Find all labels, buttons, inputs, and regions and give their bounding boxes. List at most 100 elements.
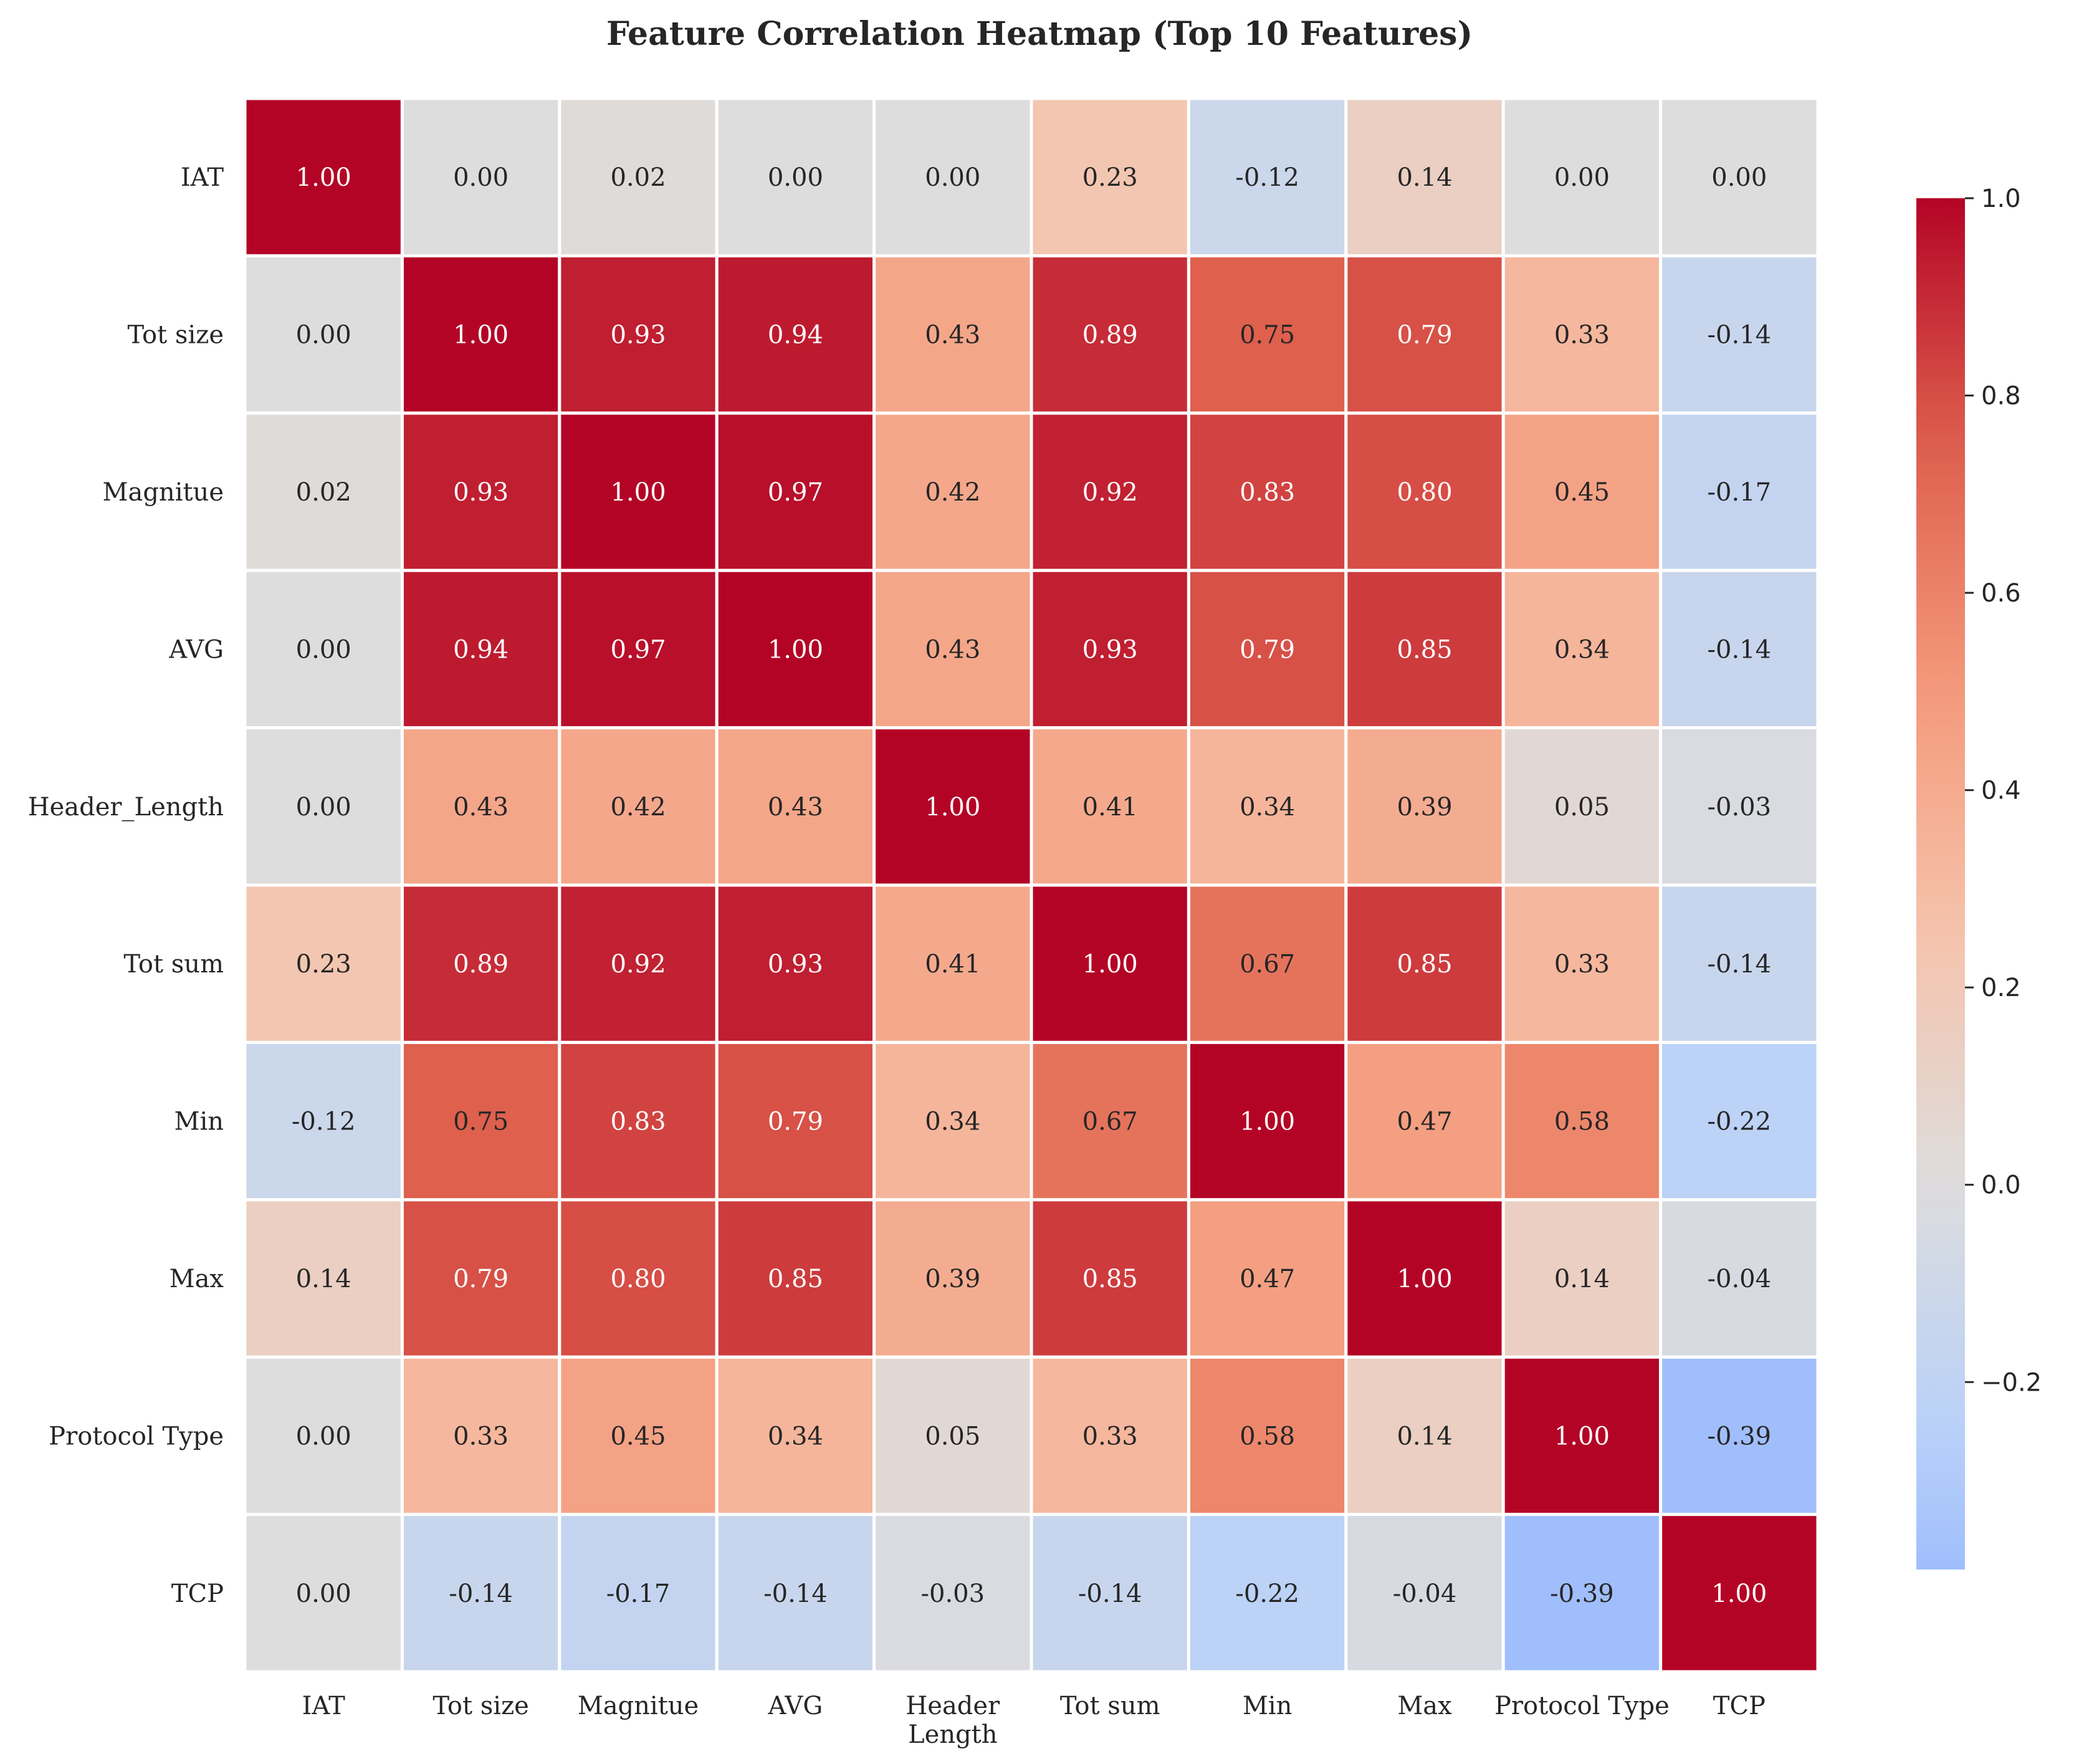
cell-value-label: -0.12 (1235, 163, 1299, 192)
heatmap-cell (400, 97, 562, 257)
heatmap-cell (1030, 568, 1190, 730)
row-tick-label: AVG (168, 635, 224, 664)
cell-value-label: 0.43 (925, 635, 980, 664)
cell-value-label: 0.79 (1397, 321, 1452, 350)
column-tick-label: IAT (302, 1692, 346, 1720)
cell-value-label: 1.00 (1083, 950, 1138, 979)
cell-value-label: 1.00 (768, 635, 823, 664)
cell-value-label: -0.03 (921, 1579, 985, 1608)
cell-value-label: 0.89 (453, 950, 509, 979)
cell-value-label: 0.33 (453, 1422, 509, 1450)
cell-value-label: 0.75 (453, 1108, 509, 1136)
heatmap-cell (1187, 1355, 1348, 1517)
cell-value-label: 0.00 (1711, 163, 1767, 192)
cell-value-label: 0.43 (925, 321, 980, 350)
heatmap-cell (558, 411, 719, 572)
heatmap-cell (1501, 411, 1663, 572)
heatmap-cell (1501, 726, 1663, 887)
row-tick-label: Max (170, 1265, 224, 1293)
column-tick-label: AVG (768, 1692, 823, 1720)
heatmap-cell (1501, 1355, 1663, 1517)
cell-value-label: -0.17 (1708, 478, 1772, 507)
row-tick-label: Magnitue (103, 478, 224, 507)
cell-value-label: 0.23 (1083, 163, 1138, 192)
heatmap-cell (1030, 97, 1190, 257)
cell-value-label: 0.97 (768, 478, 823, 507)
cell-value-label: 0.00 (296, 321, 351, 350)
cell-value-label: 0.67 (1083, 1108, 1138, 1136)
cell-value-label: 0.00 (296, 793, 351, 822)
heatmap-cell (1030, 726, 1190, 887)
cell-value-label: 0.93 (768, 950, 823, 979)
cell-value-label: 0.47 (1240, 1265, 1295, 1293)
column-tick-label: Header Length (906, 1692, 1000, 1749)
column-tick-label: Min (1243, 1692, 1293, 1720)
cell-value-label: 0.79 (768, 1108, 823, 1136)
heatmap-cell (1187, 568, 1348, 730)
heatmap-cell (1501, 254, 1663, 415)
heatmap-cell (715, 883, 876, 1044)
cell-value-label: 0.94 (768, 321, 823, 350)
cell-value-label: 0.33 (1554, 321, 1610, 350)
heatmap-cell (1030, 1198, 1190, 1359)
cell-value-label: 0.45 (1554, 478, 1610, 507)
heatmap-cell (872, 1355, 1033, 1517)
cell-value-label: 1.00 (610, 478, 666, 507)
cell-value-label: 0.41 (1083, 793, 1138, 822)
cell-value-label: 0.94 (453, 635, 509, 664)
colorbar: 1.0 0.8 0.6 0.4 0.2 0.0 −0.2 (1916, 185, 2042, 1570)
cell-value-label: 0.41 (925, 950, 980, 979)
heatmap-cell (1344, 1040, 1505, 1202)
cell-value-label: -0.14 (763, 1579, 828, 1608)
cell-value-label: 0.58 (1554, 1108, 1610, 1136)
heatmap-cell (1501, 1513, 1663, 1674)
cell-value-label: 0.58 (1240, 1422, 1295, 1450)
cell-value-label: 0.05 (1554, 793, 1610, 822)
cell-value-label: 0.92 (1083, 478, 1138, 507)
heatmap-cell (558, 1198, 719, 1359)
colorbar-tick-label: 0.8 (1981, 382, 2021, 411)
heatmap-cell (1030, 883, 1190, 1044)
heatmap-cell (243, 1513, 404, 1674)
heatmap-cell (1344, 254, 1505, 415)
heatmap-cell (400, 254, 562, 415)
colorbar-tick-label: −0.2 (1981, 1368, 2042, 1397)
row-tick-labels: IAT Tot size Magnitue AVG Header_Length Tot s… (28, 163, 224, 1608)
heatmap-cell (558, 1513, 719, 1674)
cell-value-label: -0.14 (1078, 1579, 1142, 1608)
heatmap-cell (1659, 1513, 1820, 1674)
cell-value-label: 0.39 (1397, 793, 1452, 822)
heatmap-cell (1030, 1513, 1190, 1674)
cell-value-label: -0.14 (449, 1579, 513, 1608)
cell-value-label: 0.85 (1397, 950, 1452, 979)
heatmap-cell (715, 1040, 876, 1202)
cell-value-label: 0.33 (1083, 1422, 1138, 1450)
cell-value-label: 0.80 (1397, 478, 1452, 507)
cell-value-label: 0.00 (768, 163, 823, 192)
heatmap-cell (400, 1355, 562, 1517)
heatmap-cell (1344, 411, 1505, 572)
heatmap-cell (715, 254, 876, 415)
cell-value-label: 0.14 (296, 1265, 351, 1293)
cell-value-label: 1.00 (1240, 1108, 1295, 1136)
colorbar-tick-label: 0.4 (1981, 777, 2021, 805)
cell-value-label: 0.75 (1240, 321, 1295, 350)
heatmap-cell (1659, 411, 1820, 572)
heatmap-cell (400, 411, 562, 572)
cell-value-label: -0.04 (1708, 1265, 1772, 1293)
cell-value-label: -0.03 (1708, 793, 1772, 822)
heatmap-cell (1659, 97, 1820, 257)
cell-value-label: 0.33 (1554, 950, 1610, 979)
heatmap-cell (243, 568, 404, 730)
column-tick-labels: IAT Tot size Magnitue AVG Header Length Tot su… (302, 1692, 1766, 1749)
heatmap-cell (1187, 1198, 1348, 1359)
heatmap-cell (1187, 1513, 1348, 1674)
heatmap-cell (558, 1355, 719, 1517)
heatmap-cell (715, 1198, 876, 1359)
heatmap-cell (715, 1355, 876, 1517)
heatmap-cell (1187, 254, 1348, 415)
column-tick-label: Tot size (433, 1692, 529, 1720)
colorbar-tick-label: 0.2 (1981, 974, 2021, 1002)
